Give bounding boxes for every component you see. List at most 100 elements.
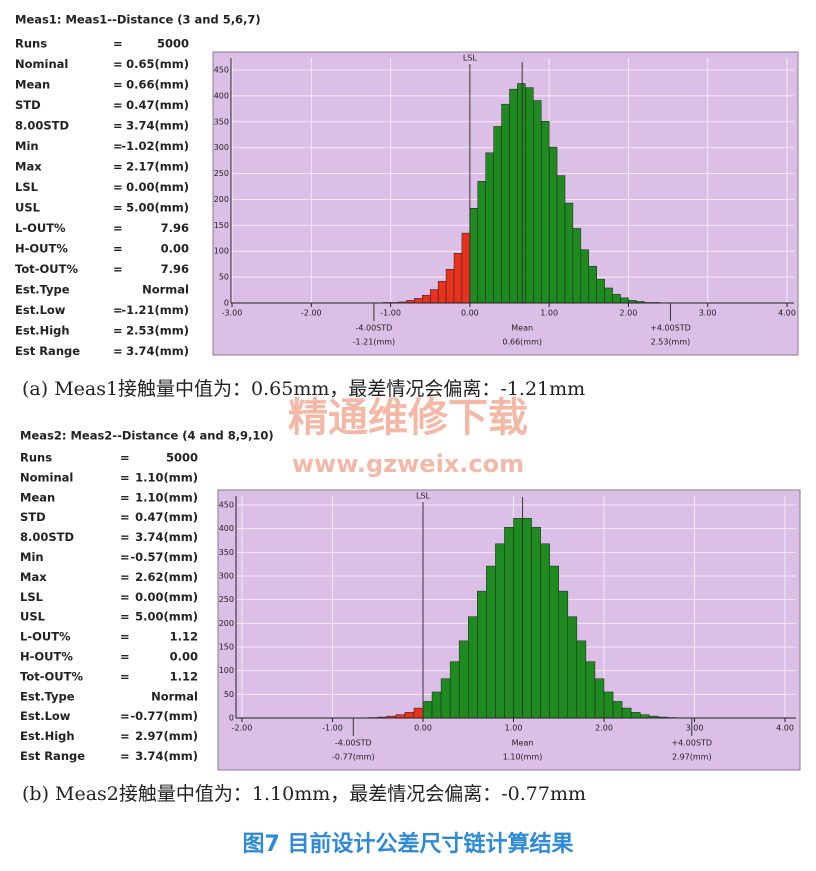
stat-value: 5000 <box>166 451 198 465</box>
y-tick-label: 350 <box>214 117 229 126</box>
stat-value: 0.00 <box>161 242 189 256</box>
y-tick-label: 0 <box>229 714 234 723</box>
bar <box>504 526 514 719</box>
y-tick-label: 400 <box>214 91 229 100</box>
bar <box>445 269 455 304</box>
stat-sep: = <box>113 180 123 194</box>
bar <box>585 661 596 719</box>
stat-sep: = <box>113 78 123 92</box>
bar <box>431 691 442 719</box>
x-tick-label: 0.00 <box>461 309 479 318</box>
bar <box>564 202 574 304</box>
bar <box>525 87 534 304</box>
stat-value: 0.47(mm) <box>135 510 198 524</box>
bar <box>540 121 550 304</box>
stat-label: Mean <box>15 78 50 92</box>
stat-value: 0.00 <box>170 650 198 664</box>
caption: (a) Meas1接触量中值为：0.65mm，最差情况会偏离：-1.21mm <box>22 378 585 400</box>
stat-value: 2.17(mm) <box>126 160 189 174</box>
stat-sep: = <box>113 57 123 71</box>
bar <box>469 207 479 304</box>
stat-value: 0.65(mm) <box>126 57 189 71</box>
y-tick-label: 250 <box>219 595 234 604</box>
y-tick-label: 150 <box>214 221 229 230</box>
stat-value: 0.47(mm) <box>126 98 189 112</box>
stat-label: LSL <box>15 180 39 194</box>
stat-label: Tot-OUT% <box>20 669 83 683</box>
bar <box>596 278 605 304</box>
y-tick-label: 100 <box>219 666 234 675</box>
bar <box>612 293 621 304</box>
stat-label: 8.00STD <box>20 530 74 544</box>
stat-value: 1.10(mm) <box>135 470 198 484</box>
x-tick-label: 2.00 <box>620 309 638 318</box>
stat-value: 0.66(mm) <box>126 78 189 92</box>
bar <box>576 640 587 719</box>
y-tick-label: 100 <box>214 247 229 256</box>
y-tick-label: 300 <box>214 143 229 152</box>
x-tick-label: -1.00 <box>322 724 343 733</box>
bar <box>517 83 526 304</box>
bar <box>509 88 518 304</box>
bar <box>556 175 566 304</box>
bar <box>621 707 632 719</box>
annotation: +4.00STD <box>650 324 691 333</box>
lsl-label: LSL <box>416 492 431 501</box>
stat-sep: = <box>120 669 130 683</box>
stat-label: USL <box>15 201 41 215</box>
stat-label: 8.00STD <box>15 119 69 133</box>
stat-value: Normal <box>142 283 189 297</box>
bar <box>485 152 494 304</box>
chart-title: Meas2: Meas2--Distance (4 and 8,9,10) <box>20 429 274 443</box>
bar <box>414 298 423 304</box>
x-tick-label: 3.00 <box>699 309 717 318</box>
bar <box>477 590 487 719</box>
stat-sep: = <box>120 510 130 524</box>
lsl-label: LSL <box>463 54 478 63</box>
bar <box>580 249 590 304</box>
stat-value: -1.02(mm) <box>121 139 189 153</box>
annotation: Mean <box>511 324 533 333</box>
annotation: -4.00STD <box>356 324 393 333</box>
stat-label: H-OUT% <box>20 650 73 664</box>
stat-label: Est Range <box>20 749 85 763</box>
stat-value: 1.10(mm) <box>135 490 198 504</box>
bar <box>572 228 582 304</box>
stat-sep: = <box>120 490 130 504</box>
stat-value: 2.97(mm) <box>135 729 198 743</box>
stat-label: STD <box>20 510 46 524</box>
watermark: www.gzweix.com <box>292 450 524 478</box>
y-tick-label: 450 <box>214 66 229 75</box>
annotation: -0.77(mm) <box>332 753 375 762</box>
stat-sep: = <box>113 324 123 338</box>
stat-sep: = <box>120 550 130 564</box>
bar <box>493 126 502 304</box>
bar <box>440 678 451 719</box>
bar <box>453 253 463 304</box>
stat-sep: = <box>120 709 130 723</box>
stat-value: 5.00(mm) <box>126 201 189 215</box>
stat-value: Normal <box>151 689 198 703</box>
y-tick-label: 0 <box>224 299 229 308</box>
bar <box>522 518 532 719</box>
x-tick-label: 1.00 <box>540 309 558 318</box>
x-tick-label: 4.00 <box>776 724 794 733</box>
bar <box>558 590 569 719</box>
bar <box>461 232 471 304</box>
bar <box>429 289 439 304</box>
stat-label: USL <box>20 610 46 624</box>
bar <box>449 661 460 719</box>
stat-sep: = <box>120 630 130 644</box>
bar <box>548 146 558 304</box>
stat-sep: = <box>113 98 123 112</box>
bar <box>612 701 623 719</box>
bar <box>533 100 542 304</box>
stat-label: Nominal <box>20 470 73 484</box>
chart-title: Meas1: Meas1--Distance (3 and 5,6,7) <box>15 13 261 27</box>
y-tick-label: 250 <box>214 169 229 178</box>
x-tick-label: -2.00 <box>301 309 322 318</box>
stat-sep: = <box>113 201 123 215</box>
stat-label: STD <box>15 98 41 112</box>
stat-label: Min <box>20 550 44 564</box>
